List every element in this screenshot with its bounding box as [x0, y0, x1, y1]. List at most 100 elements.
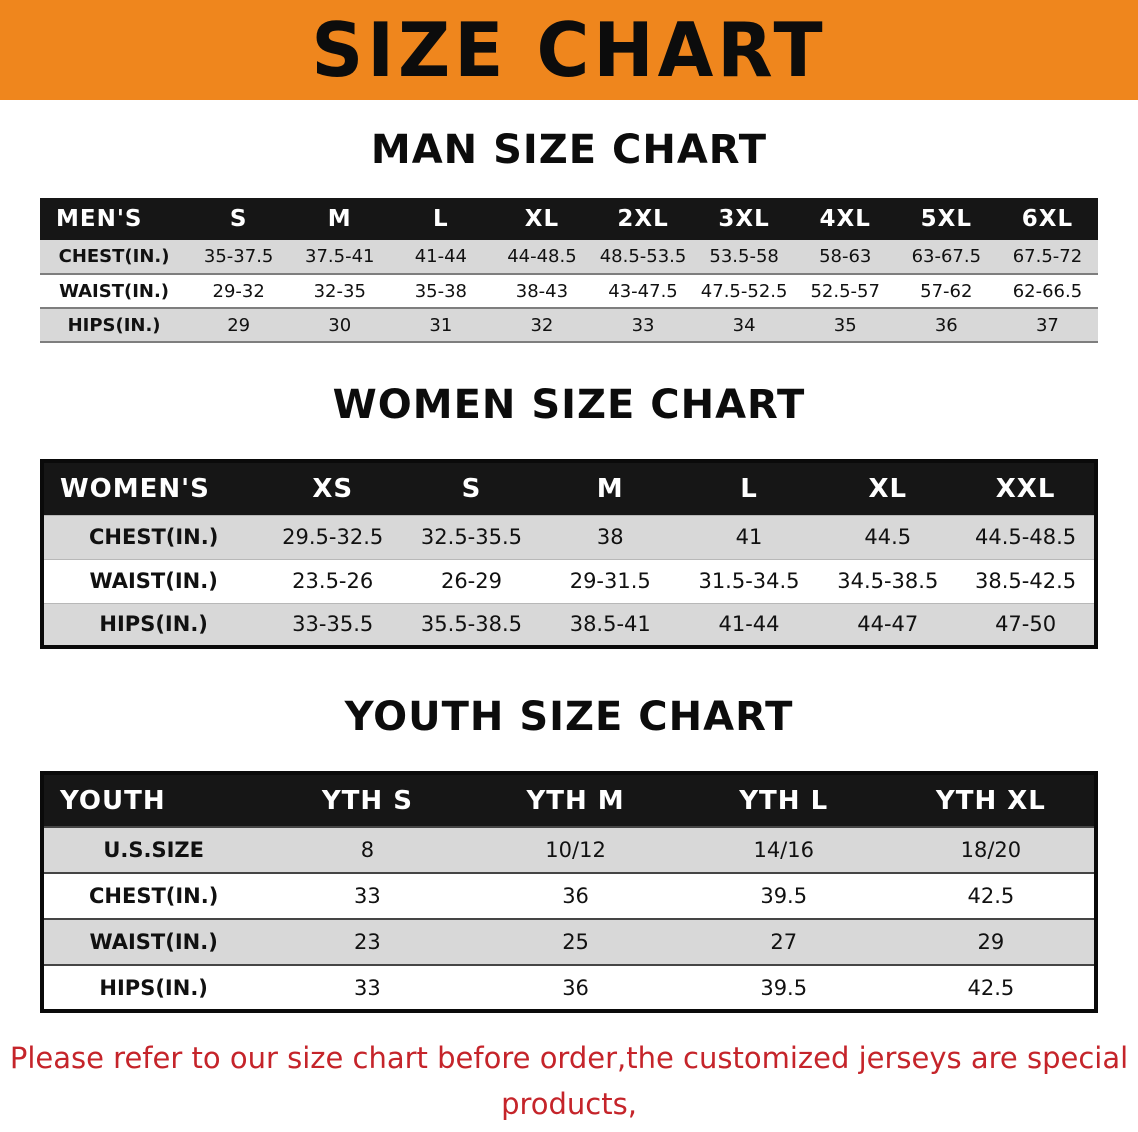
size-value-cell: 43-47.5	[592, 274, 694, 309]
row-label-cell: CHEST(IN.)	[40, 240, 189, 275]
table-row: WAIST(IN.) 23.5-26 26-29 29-31.5 31.5-34.5 34…	[42, 558, 1096, 603]
table-row: CHEST(IN.) 35-37.5 37.5-41 41-44 44-48.5 48.5…	[40, 240, 1098, 275]
mens-section-heading: MAN SIZE CHART	[370, 127, 768, 173]
size-value-cell: 44.5-48.5	[957, 514, 1096, 559]
size-value-cell: 29	[887, 918, 1096, 965]
size-value-cell: 57-62	[895, 274, 997, 309]
disclaimer: Please refer to our size chart before or…	[0, 1035, 1138, 1132]
size-value-cell: 53.5-58	[693, 240, 795, 275]
size-column-header: M	[540, 461, 680, 515]
row-label-cell: CHEST(IN.)	[42, 514, 264, 559]
size-value-cell: 35-37.5	[188, 240, 290, 275]
size-value-cell: 33	[263, 872, 472, 919]
size-value-cell: 41-44	[390, 240, 492, 275]
size-value-cell: 29-32	[188, 274, 290, 309]
size-value-cell: 23.5-26	[263, 558, 403, 603]
table-title-cell: WOMEN'S	[42, 461, 264, 515]
row-label-cell: WAIST(IN.)	[40, 274, 189, 309]
table-row: WAIST(IN.) 29-32 32-35 35-38 38-43 43-47.5 47.…	[40, 274, 1098, 309]
disclaimer-line-1: Please refer to our size chart before or…	[9, 1041, 1129, 1121]
size-value-cell: 23	[263, 918, 472, 965]
size-value-cell: 34.5-38.5	[818, 558, 958, 603]
size-value-cell: 18/20	[887, 826, 1096, 873]
size-table: WOMEN'S XS S M L XL XXL CHEST(IN.) 29.5-32.5 32.5…	[40, 459, 1098, 649]
table-row: CHEST(IN.) 33 36 39.5 42.5	[42, 872, 1096, 919]
size-value-cell: 35	[794, 308, 896, 343]
size-value-cell: 38.5-41	[540, 602, 680, 647]
womens-section-heading: WOMEN SIZE CHART	[332, 382, 806, 428]
table-row: U.S.SIZE 8 10/12 14/16 18/20	[42, 826, 1096, 873]
size-value-cell: 33-35.5	[263, 602, 403, 647]
size-value-cell: 47.5-52.5	[693, 274, 795, 309]
size-value-cell: 29.5-32.5	[263, 514, 403, 559]
size-value-cell: 41	[679, 514, 819, 559]
size-table: MEN'S S M L XL 2XL 3XL 4XL 5XL 6XL CHEST(IN.) 35-37…	[40, 198, 1098, 343]
size-value-cell: 14/16	[679, 826, 888, 873]
youth-size-table: YOUTH YTH S YTH M YTH L YTH XL U.S.SIZE 8 10/12…	[40, 771, 1098, 1013]
table-row: HIPS(IN.) 33 36 39.5 42.5	[42, 964, 1096, 1011]
size-value-cell: 35.5-38.5	[402, 602, 541, 647]
size-column-header: XL	[491, 198, 593, 240]
size-column-header: XS	[263, 461, 403, 515]
size-value-cell: 10/12	[471, 826, 680, 873]
size-value-cell: 36	[471, 872, 680, 919]
size-value-cell: 52.5-57	[794, 274, 896, 309]
table-row: HIPS(IN.) 33-35.5 35.5-38.5 38.5-41 41-44 44-…	[42, 602, 1096, 647]
size-value-cell: 38-43	[491, 274, 593, 309]
size-value-cell: 48.5-53.5	[592, 240, 694, 275]
size-value-cell: 63-67.5	[895, 240, 997, 275]
disclaimer-line-2: we don't accept cancel, change, teturn o…	[0, 1127, 1138, 1132]
size-column-header: YTH M	[471, 773, 680, 827]
row-label-cell: WAIST(IN.)	[42, 558, 264, 603]
size-value-cell: 26-29	[402, 558, 541, 603]
size-chart-banner: SIZE CHART	[0, 0, 1138, 100]
size-column-header: XL	[818, 461, 958, 515]
size-table: YOUTH YTH S YTH M YTH L YTH XL U.S.SIZE 8 10/12…	[40, 771, 1098, 1013]
size-value-cell: 44.5	[818, 514, 958, 559]
size-value-cell: 27	[679, 918, 888, 965]
size-value-cell: 42.5	[887, 872, 1096, 919]
table-row: WAIST(IN.) 23 25 27 29	[42, 918, 1096, 965]
size-value-cell: 8	[263, 826, 472, 873]
size-value-cell: 67.5-72	[996, 240, 1098, 275]
size-value-cell: 38.5-42.5	[957, 558, 1096, 603]
table-title-cell: MEN'S	[40, 198, 189, 240]
table-row: HIPS(IN.) 29 30 31 32 33 34 35 36 37	[40, 308, 1098, 343]
size-column-header: YTH S	[263, 773, 472, 827]
size-value-cell: 33	[263, 964, 472, 1011]
size-value-cell: 39.5	[679, 872, 888, 919]
table-title-cell: YOUTH	[42, 773, 264, 827]
size-value-cell: 33	[592, 308, 694, 343]
youth-section-heading: YOUTH SIZE CHART	[344, 694, 794, 740]
size-value-cell: 32.5-35.5	[402, 514, 541, 559]
size-value-cell: 39.5	[679, 964, 888, 1011]
size-column-header: YTH L	[679, 773, 888, 827]
table-header-row: MEN'S S M L XL 2XL 3XL 4XL 5XL 6XL	[40, 198, 1098, 240]
size-value-cell: 42.5	[887, 964, 1096, 1011]
size-value-cell: 36	[895, 308, 997, 343]
mens-size-table: MEN'S S M L XL 2XL 3XL 4XL 5XL 6XL CHEST(IN.) 35-37…	[40, 198, 1098, 343]
size-column-header: S	[402, 461, 541, 515]
size-column-header: 4XL	[794, 198, 896, 240]
row-label-cell: HIPS(IN.)	[42, 602, 264, 647]
size-column-header: 3XL	[693, 198, 795, 240]
table-header-row: YOUTH YTH S YTH M YTH L YTH XL	[42, 773, 1096, 827]
size-value-cell: 34	[693, 308, 795, 343]
womens-size-table: WOMEN'S XS S M L XL XXL CHEST(IN.) 29.5-32.5 32.5…	[40, 459, 1098, 649]
size-column-header: YTH XL	[887, 773, 1096, 827]
size-column-header: L	[390, 198, 492, 240]
size-value-cell: 30	[289, 308, 391, 343]
size-column-header: 5XL	[895, 198, 997, 240]
size-value-cell: 37	[996, 308, 1098, 343]
size-value-cell: 32-35	[289, 274, 391, 309]
size-value-cell: 35-38	[390, 274, 492, 309]
size-value-cell: 58-63	[794, 240, 896, 275]
size-value-cell: 44-48.5	[491, 240, 593, 275]
size-value-cell: 31.5-34.5	[679, 558, 819, 603]
size-value-cell: 41-44	[679, 602, 819, 647]
row-label-cell: HIPS(IN.)	[40, 308, 189, 343]
size-value-cell: 32	[491, 308, 593, 343]
size-column-header: 2XL	[592, 198, 694, 240]
page-title: SIZE CHART	[311, 6, 827, 94]
